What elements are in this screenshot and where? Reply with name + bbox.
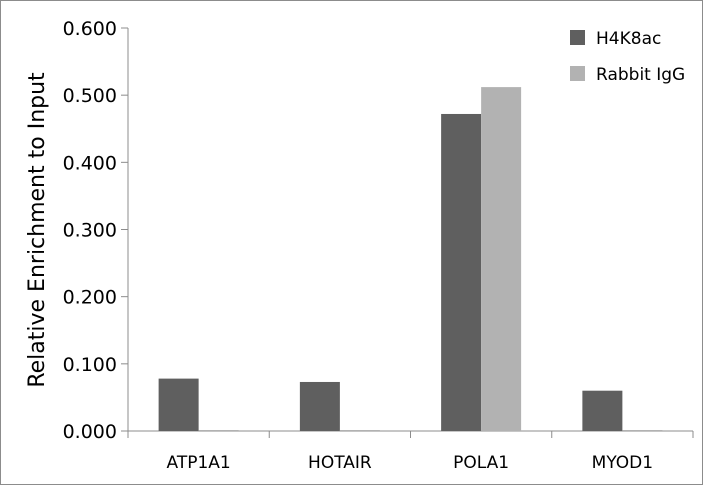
legend: H4K8ac Rabbit IgG — [570, 29, 685, 85]
x-axis: ATP1A1 HOTAIR POLA1 MYOD1 — [127, 430, 694, 473]
y-tick-label: 0.000 — [63, 421, 117, 443]
bar-h4k8ac-hotair — [299, 381, 340, 431]
bar-h4k8ac-myod1 — [582, 390, 623, 431]
x-tick-label: POLA1 — [453, 453, 509, 473]
x-tick-label: ATP1A1 — [167, 453, 231, 473]
legend-label: Rabbit IgG — [596, 65, 685, 85]
bar-h4k8ac-atp1a1 — [158, 378, 199, 431]
bar-rabbit-igg-pola1 — [481, 87, 522, 432]
y-tick-label: 0.300 — [63, 220, 117, 242]
bar-h4k8ac-pola1 — [441, 113, 482, 432]
legend-label: H4K8ac — [596, 29, 661, 49]
y-tick-label: 0.200 — [63, 287, 117, 309]
y-axis: 0.000 0.100 0.200 0.300 0.400 0.500 0.600 — [63, 18, 129, 443]
bar-rabbit-igg-myod1 — [622, 430, 663, 431]
y-tick-label: 0.600 — [63, 18, 117, 40]
y-tick-label: 0.500 — [63, 85, 117, 107]
y-tick-label: 0.400 — [63, 152, 117, 174]
bar-rabbit-igg-atp1a1 — [198, 430, 239, 431]
x-tick-label: HOTAIR — [308, 453, 372, 473]
x-tick-label: MYOD1 — [592, 453, 653, 473]
y-tick-label: 0.100 — [63, 354, 117, 376]
legend-swatch — [570, 30, 585, 45]
y-axis-label: Relative Enrichment to Input — [25, 72, 50, 388]
legend-swatch — [570, 66, 585, 81]
bars — [158, 87, 663, 432]
bar-rabbit-igg-hotair — [339, 430, 380, 431]
